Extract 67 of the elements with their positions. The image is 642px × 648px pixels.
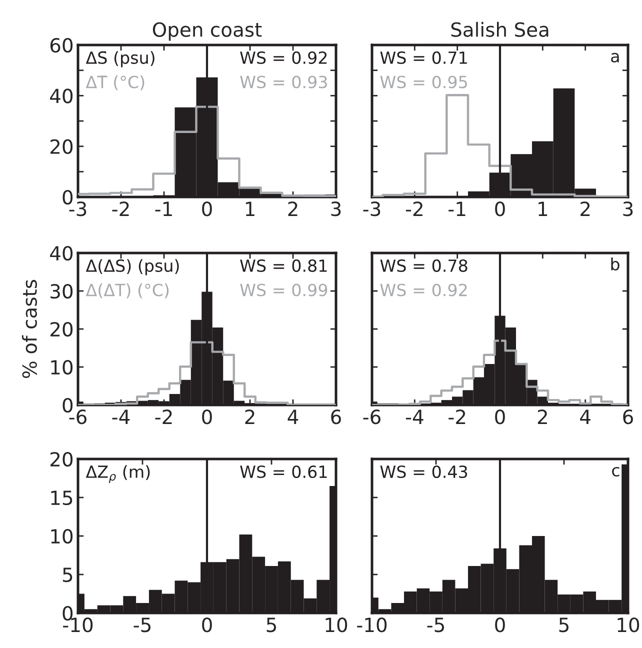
chart-title: Salish Sea [451, 22, 548, 37]
annotation: b [611, 258, 620, 270]
x-tick-label: -4 [406, 410, 424, 424]
legend-label: Δ(ΔS) (psu) [86, 259, 179, 276]
chart-title: Open coast [152, 22, 262, 41]
x-tick-label: 2 [580, 202, 590, 216]
x-tick-label: -4 [112, 410, 130, 424]
y-tick-label: 10 [51, 360, 73, 375]
y-tick-label: 40 [50, 246, 73, 261]
x-tick-label: 1 [246, 202, 254, 216]
x-tick-label: 0 [202, 410, 212, 424]
x-tick-label: -2 [448, 410, 466, 424]
x-tick-label: 0 [495, 618, 505, 632]
annotation: WS = 0.93 [240, 76, 327, 88]
x-tick-label: 0 [495, 202, 505, 216]
annotation: WS = 0.81 [240, 259, 327, 272]
x-tick-label: -2 [155, 410, 172, 424]
x-tick-label: 0 [202, 202, 212, 216]
x-tick-label: 0 [495, 410, 505, 424]
y-tick-label: 5 [62, 568, 72, 582]
y-tick-label: 30 [50, 284, 73, 299]
y-axis-title: % of casts [22, 280, 37, 378]
annotation: WS = 0.78 [380, 259, 468, 272]
x-tick-label: -6 [363, 410, 380, 424]
y-tick-label: 20 [50, 322, 73, 337]
x-tick-label: 3 [331, 202, 341, 216]
x-tick-label: -1 [155, 202, 172, 216]
annotation: WS = 0.43 [380, 465, 468, 478]
annotation: WS = 0.99 [240, 284, 328, 296]
x-tick-label: -5 [427, 618, 444, 632]
annotation: WS = 0.95 [380, 76, 467, 88]
y-tick-label: 40 [50, 88, 73, 104]
legend-label: ΔZ$_{ρ}$ (m) [86, 465, 150, 483]
x-tick-label: 5 [559, 618, 568, 632]
annotation: WS = 0.92 [380, 284, 467, 296]
legend-label: ΔS̄ (psu) [86, 51, 154, 68]
y-tick-label: 10 [51, 528, 73, 544]
annotation: WS = 0.92 [240, 51, 327, 64]
x-tick-label: 2 [538, 410, 547, 424]
x-tick-label: 6 [331, 410, 341, 424]
x-tick-label: 1 [538, 202, 548, 216]
annotation: WS = 0.71 [380, 51, 467, 64]
x-tick-label: -3 [363, 202, 380, 216]
x-tick-label: 2 [288, 202, 298, 216]
x-tick-label: 6 [623, 410, 633, 424]
x-tick-label: 4 [288, 410, 298, 424]
x-tick-label: 0 [202, 618, 212, 632]
y-tick-label: 60 [50, 38, 73, 53]
text: Δ(ΔT) (°C) [86, 283, 169, 298]
x-tick-label: -2 [112, 202, 129, 216]
x-tick-label: 3 [623, 202, 633, 216]
x-tick-label: -10 [357, 618, 387, 632]
y-tick-label: 15 [51, 490, 72, 506]
x-tick-label: 2 [245, 410, 254, 424]
x-tick-label: 5 [266, 618, 276, 632]
y-tick-label: 20 [50, 452, 73, 467]
annotation: WS = 0.61 [240, 465, 327, 478]
y-tick-label: 20 [50, 139, 73, 154]
x-tick-label: 10 [326, 618, 348, 632]
x-tick-label: -1 [448, 202, 466, 216]
x-tick-label: 10 [618, 618, 640, 632]
annotation: a [611, 52, 619, 62]
x-tick-label: 4 [580, 410, 590, 424]
x-tick-label: -2 [406, 202, 422, 216]
text: ΔT̄ (°C) [86, 75, 144, 90]
annotation: c [612, 466, 620, 477]
x-tick-label: -5 [134, 618, 150, 632]
